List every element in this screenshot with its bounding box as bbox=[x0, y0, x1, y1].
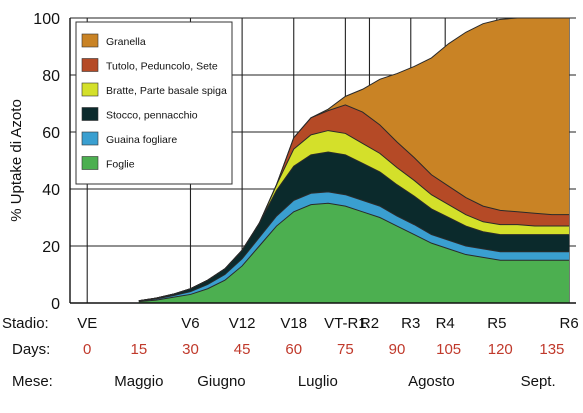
month-label: Sept. bbox=[521, 373, 556, 390]
legend-label-granella: Granella bbox=[106, 36, 146, 48]
days-row-label: Days: bbox=[12, 341, 50, 358]
legend-label-tutolo-peduncolo-sete: Tutolo, Peduncolo, Sete bbox=[106, 61, 218, 73]
y-tick-label: 60 bbox=[42, 125, 60, 142]
area-granella bbox=[138, 18, 570, 301]
line-guaina-fogliare bbox=[138, 191, 570, 302]
area-layer bbox=[138, 18, 570, 303]
stage-label: R4 bbox=[436, 315, 455, 332]
legend-swatch-foglie bbox=[81, 156, 99, 170]
stage-label: R2 bbox=[360, 315, 379, 332]
legend-label-stocco-pennacchio: Stocco, pennacchio bbox=[106, 110, 198, 122]
day-label: 105 bbox=[436, 341, 461, 358]
y-tick-label: 80 bbox=[42, 68, 60, 85]
stage-label: R5 bbox=[487, 315, 506, 332]
legend: Granella Tutolo, Peduncolo, Sete Bratte, P… bbox=[75, 21, 233, 185]
area-stocco-pennacchio bbox=[138, 151, 570, 302]
line-foglie bbox=[138, 202, 570, 303]
y-tick-label: 40 bbox=[42, 182, 60, 199]
day-label: 45 bbox=[234, 341, 251, 358]
stage-label: V12 bbox=[229, 315, 256, 332]
legend-swatch-stocco-pennacchio bbox=[81, 107, 99, 121]
day-label: 75 bbox=[337, 341, 354, 358]
day-label: 60 bbox=[285, 341, 302, 358]
axis-layer bbox=[69, 18, 576, 304]
day-label: 120 bbox=[488, 341, 513, 358]
legend-swatch-guaina-fogliare bbox=[81, 131, 99, 146]
y-tick-label: 0 bbox=[51, 296, 60, 313]
legend-swatch-granella bbox=[81, 33, 99, 48]
legend-swatch-bratte-parte-basale-spiga bbox=[81, 82, 99, 97]
month-label: Luglio bbox=[298, 373, 338, 390]
month-row-label: Mese: bbox=[12, 373, 53, 390]
stage-label: R3 bbox=[401, 315, 420, 332]
day-label: 90 bbox=[389, 341, 406, 358]
stage-label: V6 bbox=[181, 315, 199, 332]
y-axis-label: % Uptake di Azoto bbox=[8, 99, 25, 222]
area-foglie bbox=[138, 203, 570, 303]
y-tick-label: 20 bbox=[42, 239, 60, 256]
stage-label: VT-R1 bbox=[324, 315, 367, 332]
stage-label: R6 bbox=[560, 315, 579, 332]
stage-label: V18 bbox=[280, 315, 307, 332]
legend-label-bratte-parte-basale-spiga: Bratte, Parte basale spiga bbox=[106, 85, 227, 97]
month-label: Maggio bbox=[114, 373, 163, 390]
legend-label-guaina-fogliare: Guaina fogliare bbox=[106, 134, 177, 146]
label-layer: 0 20 40 60 80 100 % Uptake di Azoto Stadio: Days… bbox=[2, 11, 579, 390]
day-label: 0 bbox=[83, 341, 91, 358]
month-label: Giugno bbox=[197, 373, 245, 390]
day-label: 15 bbox=[130, 341, 147, 358]
legend-label-foglie: Foglie bbox=[106, 159, 135, 171]
month-label: Agosto bbox=[408, 373, 455, 390]
stage-label: VE bbox=[77, 315, 97, 332]
line-granella bbox=[138, 17, 570, 302]
line-layer bbox=[138, 17, 570, 303]
legend-box bbox=[75, 21, 233, 185]
stage-row-label: Stadio: bbox=[2, 315, 49, 332]
day-label: 135 bbox=[539, 341, 564, 358]
legend-swatch-tutolo-peduncolo-sete bbox=[81, 58, 99, 72]
y-tick-label: 100 bbox=[33, 11, 60, 28]
day-label: 30 bbox=[182, 341, 199, 358]
